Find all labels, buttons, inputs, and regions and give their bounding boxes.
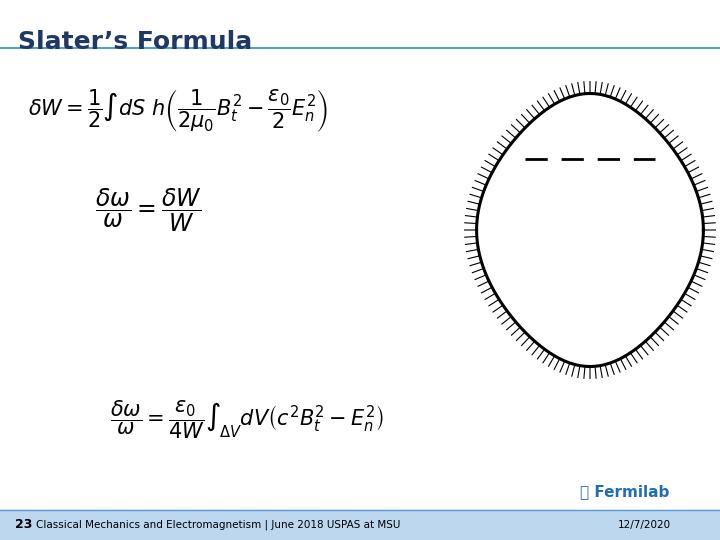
Text: ⌖ Fermilab: ⌖ Fermilab	[580, 484, 670, 500]
Text: $\delta W = \dfrac{1}{2} \int dS\ h \left( \dfrac{1}{2\mu_0} B_t^2 - \dfrac{\eps: $\delta W = \dfrac{1}{2} \int dS\ h \lef…	[28, 86, 328, 133]
Text: $\dfrac{\delta\omega}{\omega} = \dfrac{\epsilon_0}{4W} \int_{\Delta V} dV \left(: $\dfrac{\delta\omega}{\omega} = \dfrac{\…	[110, 399, 384, 441]
Text: 23: 23	[15, 518, 32, 531]
Bar	[0, 510, 720, 540]
Text: Slater’s Formula: Slater’s Formula	[18, 30, 252, 54]
Text: $\dfrac{\delta\omega}{\omega} = \dfrac{\delta W}{W}$: $\dfrac{\delta\omega}{\omega} = \dfrac{\…	[95, 186, 202, 234]
Text: 12/7/2020: 12/7/2020	[618, 520, 671, 530]
Text: Classical Mechanics and Electromagnetism | June 2018 USPAS at MSU: Classical Mechanics and Electromagnetism…	[36, 519, 400, 530]
